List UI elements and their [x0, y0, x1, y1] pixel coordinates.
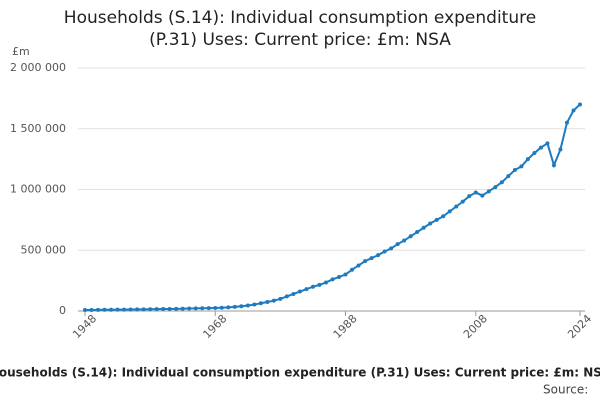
- data-point: [499, 180, 504, 185]
- data-point: [356, 263, 361, 268]
- data-point: [512, 168, 517, 173]
- data-point: [278, 296, 283, 301]
- y-tick-label: 1 500 000: [10, 122, 66, 135]
- source: Source:: [543, 383, 588, 397]
- x-tick-label: 2008: [461, 312, 490, 341]
- data-point: [219, 305, 224, 310]
- data-point: [291, 291, 296, 296]
- data-point: [558, 147, 563, 152]
- chart-title: Households (S.14): Individual consumptio…: [64, 8, 536, 50]
- data-point: [310, 284, 315, 289]
- footer-title: Households (S.14): Individual consumptio…: [0, 366, 600, 380]
- data-point: [571, 108, 576, 113]
- data-point: [115, 307, 120, 312]
- data-point: [376, 253, 381, 258]
- data-point: [525, 157, 530, 162]
- data-point: [337, 274, 342, 279]
- data-point: [447, 209, 452, 214]
- x-tick-label: 1968: [200, 312, 229, 341]
- data-point: [232, 304, 237, 309]
- data-point: [102, 307, 107, 312]
- data-point: [363, 259, 368, 264]
- data-point: [161, 307, 166, 312]
- data-point: [486, 189, 491, 194]
- data-point: [174, 306, 179, 311]
- data-point: [206, 306, 211, 311]
- data-point: [297, 289, 302, 294]
- data-point: [330, 277, 335, 282]
- data-point: [304, 287, 309, 292]
- data-point: [545, 141, 550, 146]
- data-point: [428, 221, 433, 226]
- data-point: [343, 272, 348, 277]
- data-point: [415, 230, 420, 235]
- y-tick-label: 1 000 000: [10, 183, 66, 196]
- data-point: [213, 305, 218, 310]
- data-point: [382, 249, 387, 254]
- data-point: [122, 307, 127, 312]
- data-point: [389, 246, 394, 251]
- data-point: [265, 300, 270, 305]
- y-tick-label: 0: [59, 304, 66, 317]
- data-point: [109, 307, 114, 312]
- data-point: [187, 306, 192, 311]
- x-tick-label: 1988: [331, 312, 360, 341]
- data-point: [402, 238, 407, 243]
- data-point: [473, 190, 478, 195]
- data-point: [200, 306, 205, 311]
- data-point: [323, 280, 328, 285]
- data-point: [441, 214, 446, 219]
- data-point: [96, 307, 101, 312]
- data-point: [135, 307, 140, 312]
- data-point: [193, 306, 198, 311]
- data-point: [128, 307, 133, 312]
- data-point: [226, 305, 231, 310]
- data-point: [460, 199, 465, 204]
- data-point: [167, 306, 172, 311]
- data-point: [141, 307, 146, 312]
- data-point: [578, 102, 582, 107]
- y-tick-label: 2 000 000: [10, 61, 66, 74]
- data-point: [258, 301, 263, 306]
- data-point: [421, 225, 426, 230]
- data-point: [350, 267, 355, 272]
- data-point: [89, 307, 94, 312]
- x-tick-label: 2024: [565, 312, 594, 341]
- data-point: [408, 234, 413, 239]
- data-point: [271, 298, 276, 303]
- data-point: [434, 217, 439, 222]
- data-point: [369, 256, 374, 261]
- data-point: [154, 307, 159, 312]
- data-point: [284, 294, 289, 299]
- y-unit-label: £m: [12, 45, 30, 58]
- data-point: [245, 303, 250, 308]
- data-point: [532, 151, 537, 156]
- data-point: [506, 174, 511, 179]
- x-tick-label: 1948: [70, 312, 99, 341]
- data-point: [538, 145, 543, 150]
- data-point: [395, 242, 400, 247]
- data-point: [317, 282, 322, 287]
- y-tick-label: 500 000: [21, 243, 67, 256]
- data-point: [519, 164, 524, 169]
- data-point: [467, 194, 472, 199]
- data-point: [83, 308, 87, 313]
- data-point: [564, 120, 569, 125]
- data-point: [252, 302, 257, 307]
- data-point: [148, 307, 153, 312]
- data-point: [454, 204, 459, 209]
- data-point: [180, 306, 185, 311]
- data-point: [551, 163, 556, 168]
- data-point: [493, 185, 498, 190]
- data-point: [239, 304, 244, 309]
- data-point: [480, 193, 485, 198]
